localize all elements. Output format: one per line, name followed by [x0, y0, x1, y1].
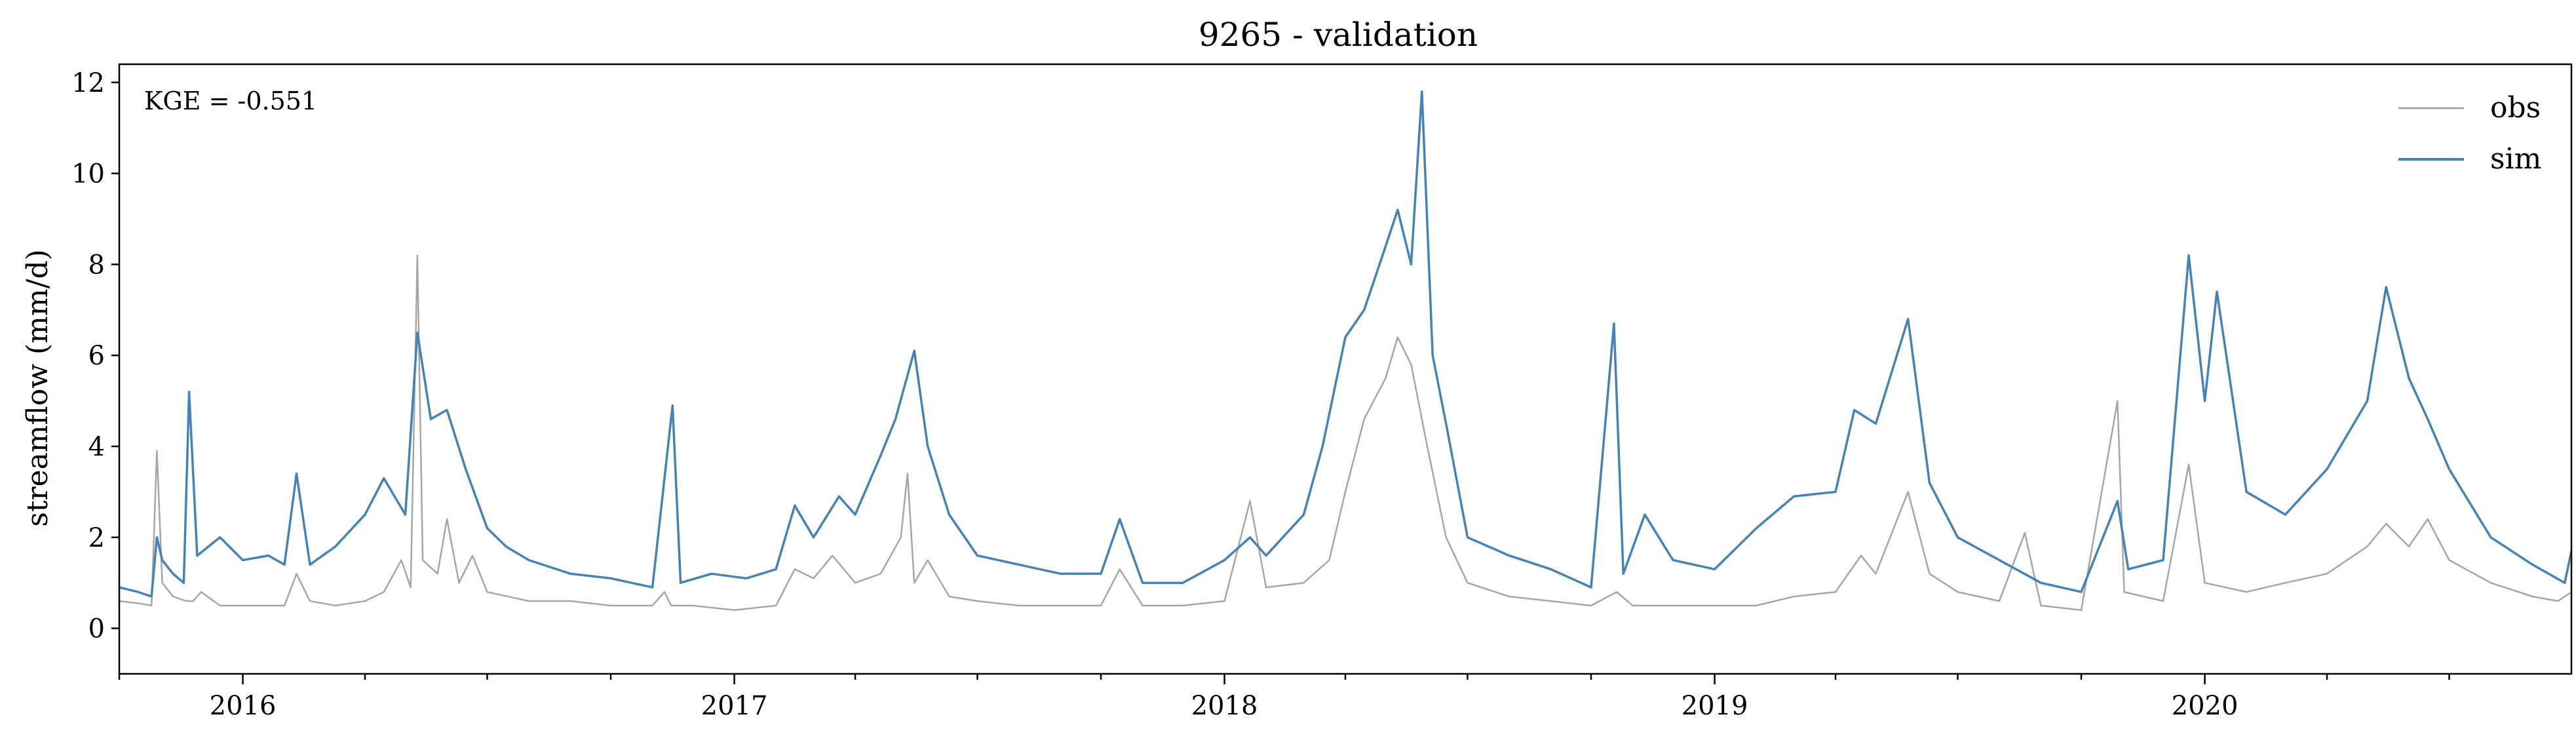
y-tick-label: 2 — [88, 523, 105, 553]
chart-title: 9265 - validation — [1199, 16, 1478, 54]
y-tick-label: 12 — [71, 68, 105, 98]
x-tick-label: 2017 — [701, 691, 768, 721]
x-tick-label: 2020 — [2172, 691, 2239, 721]
x-axis: 2016 2017 2018 2019 2020 — [118, 674, 2450, 721]
y-tick-label: 8 — [88, 250, 105, 280]
y-tick-label: 6 — [88, 341, 105, 371]
x-tick-label: 2018 — [1191, 691, 1258, 721]
legend-label-obs: obs — [2490, 91, 2541, 125]
kge-annotation: KGE = -0.551 — [144, 87, 317, 115]
series-line-obs — [119, 254, 2572, 612]
legend-label-sim: sim — [2490, 142, 2541, 176]
x-tick-label: 2016 — [210, 691, 277, 721]
series-line-sim — [119, 90, 2573, 598]
plot-area — [119, 90, 2573, 612]
y-axis-label: streamflow (mm/d) — [21, 249, 54, 527]
plot-frame — [118, 63, 2573, 675]
legend: obs sim — [2398, 91, 2541, 176]
x-tick-label: 2019 — [1682, 691, 1748, 721]
y-tick-label: 0 — [88, 614, 105, 644]
y-tick-label: 4 — [88, 432, 105, 462]
y-axis: 0 2 4 6 8 10 12 — [71, 68, 119, 644]
y-tick-label: 10 — [71, 159, 105, 189]
